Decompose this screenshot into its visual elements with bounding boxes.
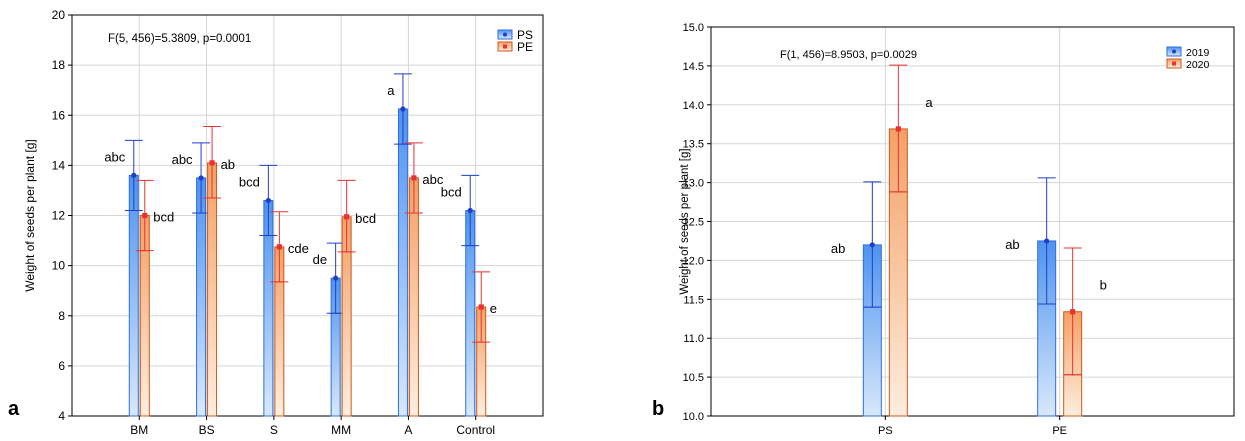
- legend-marker: [503, 44, 507, 49]
- x-tick-label: Control: [456, 423, 495, 436]
- significance-letter: de: [313, 252, 327, 267]
- x-tick-label: S: [270, 423, 278, 436]
- y-tick-label: 10.0: [683, 411, 704, 423]
- y-tick-label: 18: [52, 58, 66, 72]
- mean-marker: [344, 214, 350, 220]
- mean-marker: [131, 172, 137, 178]
- y-tick-label: 12: [52, 209, 66, 223]
- significance-letter: bcd: [153, 210, 174, 225]
- significance-letter: abc: [104, 149, 125, 164]
- significance-letter: a: [925, 95, 933, 110]
- significance-letter: bcd: [441, 184, 462, 199]
- legend-label: 2019: [1186, 47, 1210, 59]
- bar: [207, 162, 218, 417]
- panel-letter-a: a: [8, 398, 20, 420]
- mean-marker: [478, 304, 484, 310]
- x-tick-label: A: [404, 423, 412, 436]
- bar: [397, 108, 408, 417]
- legend-marker: [503, 32, 507, 37]
- y-axis-label: Weight of seeds per plant [g]: [679, 148, 691, 294]
- mean-marker: [467, 207, 473, 214]
- panel-letter-b: b: [652, 398, 665, 420]
- y-tick-label: 4: [58, 409, 65, 423]
- y-tick-label: 13.0: [683, 178, 704, 190]
- stat-annotation: F(1, 456)=8.9503, p=0.0029: [780, 49, 917, 61]
- bar: [128, 174, 139, 417]
- significance-letter: b: [1100, 278, 1107, 293]
- y-tick-label: 11.0: [683, 333, 704, 345]
- significance-letter: abc: [172, 152, 193, 167]
- mean-marker: [209, 160, 215, 166]
- x-tick-label: MM: [331, 423, 351, 436]
- significance-letter: abc: [422, 172, 443, 187]
- stat-annotation: F(5, 456)=5.3809, p=0.0001: [108, 33, 251, 45]
- legend-label: 2020: [1186, 59, 1210, 71]
- y-tick-label: 20: [52, 8, 66, 22]
- x-tick-label: PS: [878, 425, 893, 436]
- y-tick-label: 12.0: [683, 255, 704, 267]
- mean-marker: [411, 175, 417, 181]
- mean-marker: [333, 275, 339, 281]
- significance-letter: e: [490, 301, 497, 316]
- y-tick-label: 14.0: [683, 100, 704, 112]
- y-tick-label: 14: [52, 158, 66, 172]
- legend-label: PS: [517, 28, 533, 42]
- mean-marker: [142, 212, 148, 219]
- bar: [408, 177, 419, 417]
- mean-marker: [1070, 309, 1076, 315]
- x-tick-label: BS: [199, 423, 215, 436]
- mean-marker: [265, 197, 271, 204]
- bar: [196, 177, 207, 417]
- chart-b-svg: 10.0 10.5 11.0 11.5 12.0 12.5 13.0 13.5 14.0 14.5…: [679, 22, 1235, 437]
- y-tick-label: 10: [52, 259, 66, 273]
- y-tick-label: 15.0: [683, 22, 704, 34]
- y-tick-label: 8: [58, 309, 65, 323]
- y-tick-label: 13.5: [683, 139, 704, 151]
- mean-marker: [276, 244, 282, 250]
- significance-letter: cde: [288, 241, 309, 256]
- mean-marker: [869, 242, 875, 248]
- chart-panel-b: 10.0 10.5 11.0 11.5 12.0 12.5 13.0 13.5 14.0 14.5…: [640, 0, 1245, 437]
- mean-marker: [198, 175, 204, 181]
- mean-marker: [895, 126, 901, 132]
- significance-letter: a: [387, 83, 395, 98]
- x-tick-label: PE: [1052, 425, 1067, 436]
- legend-marker: [1172, 49, 1176, 54]
- significance-letter: bcd: [239, 174, 260, 189]
- mean-marker: [1044, 238, 1050, 244]
- y-tick-label: 10.5: [683, 372, 704, 384]
- y-axis-label: Weight of seeds per plant [g]: [23, 139, 37, 292]
- significance-letter: ab: [831, 241, 845, 256]
- legend-marker: [1172, 61, 1176, 66]
- significance-letter: ab: [1005, 237, 1019, 252]
- y-tick-label: 14.5: [683, 61, 704, 73]
- legend-label: PE: [517, 40, 533, 54]
- chart-panel-a: 4 6 8 10 12 14 16 18 20 BM BS S MM A Control Weight of …: [0, 0, 560, 437]
- y-tick-label: 6: [58, 359, 65, 373]
- mean-marker: [400, 106, 406, 112]
- significance-letter: bcd: [355, 211, 376, 226]
- chart-a-svg: 4 6 8 10 12 14 16 18 20 BM BS S MM A Control Weight of …: [23, 8, 544, 437]
- y-tick-label: 16: [52, 108, 66, 122]
- y-tick-label: 12.5: [683, 217, 704, 229]
- significance-letter: ab: [221, 157, 235, 172]
- y-tick-label: 11.5: [683, 294, 704, 306]
- x-tick-label: BM: [130, 423, 148, 436]
